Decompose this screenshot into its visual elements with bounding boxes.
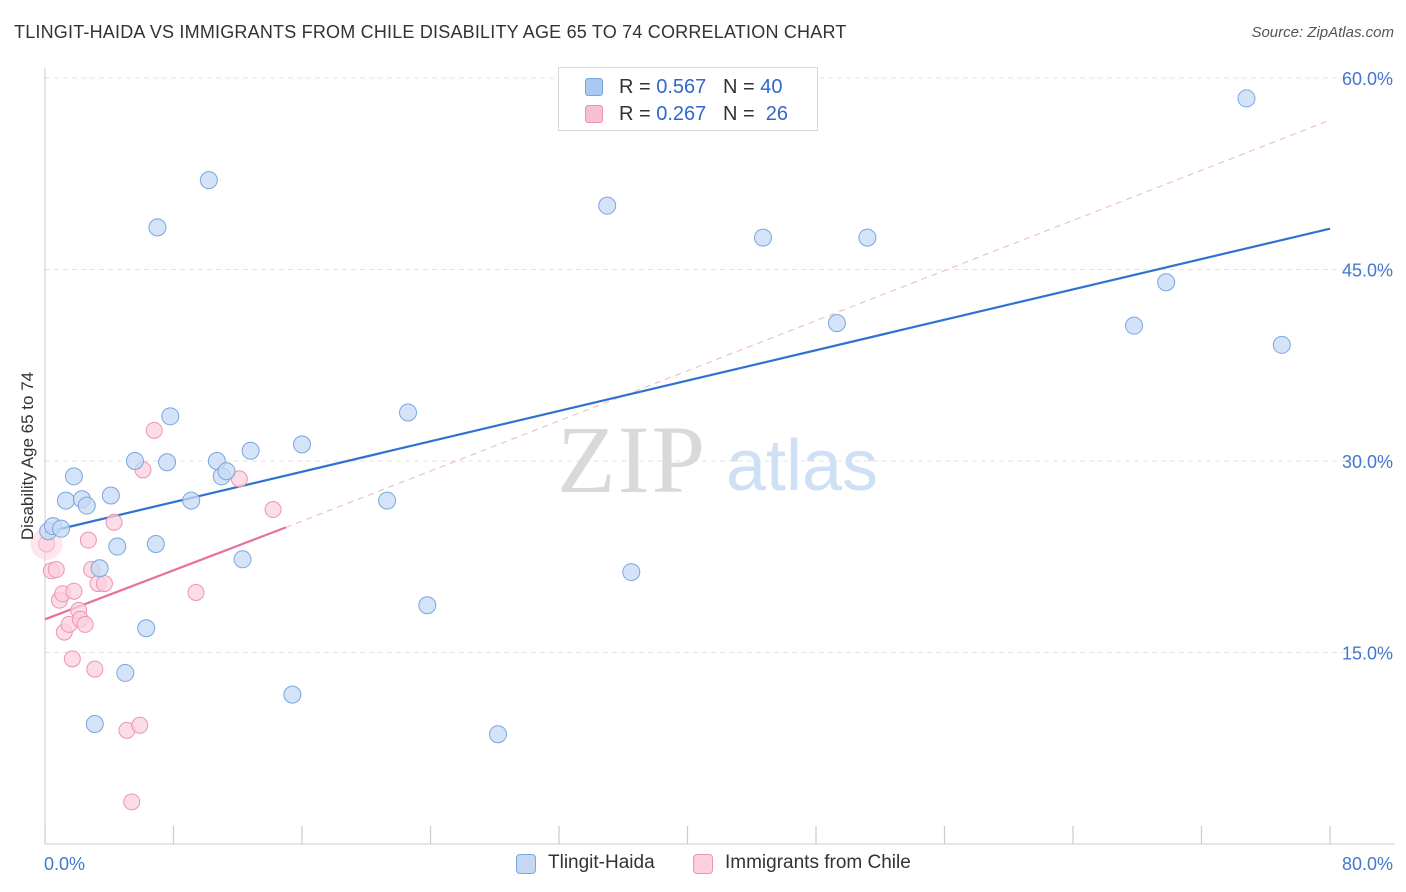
point-tlingit-haida bbox=[56, 491, 75, 510]
watermark: ZIP atlas bbox=[557, 406, 878, 513]
point-tlingit-haida bbox=[488, 725, 507, 744]
point-immigrants-from-chile bbox=[123, 793, 141, 811]
point-tlingit-haida bbox=[283, 685, 302, 704]
legend-label: Immigrants from Chile bbox=[725, 852, 911, 873]
legend-swatch-blue bbox=[516, 854, 536, 874]
point-tlingit-haida bbox=[52, 519, 71, 538]
y-tick-label: 60.0% bbox=[1342, 69, 1393, 89]
point-tlingit-haida bbox=[399, 403, 418, 422]
point-tlingit-haida bbox=[158, 453, 177, 472]
watermark-atlas: atlas bbox=[726, 426, 878, 506]
point-immigrants-from-chile bbox=[187, 583, 205, 601]
legend-swatch-pink bbox=[693, 854, 713, 874]
point-tlingit-haida bbox=[1272, 335, 1291, 354]
axes bbox=[44, 68, 1395, 845]
point-immigrants-from-chile bbox=[105, 513, 123, 531]
r-label: R = bbox=[619, 76, 657, 98]
point-tlingit-haida bbox=[858, 228, 877, 247]
point-tlingit-haida bbox=[116, 663, 135, 682]
tick-labels: 15.0% 30.0% 45.0% 60.0% 0.0% 80.0% bbox=[44, 69, 1393, 874]
point-tlingit-haida bbox=[598, 196, 617, 215]
legend-label: Tlingit-Haida bbox=[548, 852, 655, 873]
source-label: Source: ZipAtlas.com bbox=[1251, 24, 1394, 41]
point-immigrants-from-chile bbox=[145, 421, 163, 439]
series-legend: Tlingit-Haida Immigrants from Chile bbox=[0, 852, 1406, 876]
point-tlingit-haida bbox=[241, 441, 260, 460]
data-points bbox=[30, 89, 1291, 811]
point-immigrants-from-chile bbox=[131, 716, 149, 734]
r-value: 0.267 bbox=[656, 103, 707, 125]
point-immigrants-from-chile bbox=[95, 575, 113, 593]
point-tlingit-haida bbox=[148, 218, 167, 237]
n-value: 40 bbox=[760, 76, 783, 98]
n-label: N = bbox=[722, 76, 761, 98]
point-tlingit-haida bbox=[146, 534, 165, 553]
point-immigrants-from-chile bbox=[65, 582, 83, 600]
point-immigrants-from-chile bbox=[76, 615, 94, 633]
watermark-zip: ZIP bbox=[557, 406, 707, 513]
point-immigrants-from-chile bbox=[230, 470, 248, 488]
trend-line-tlingit-haida bbox=[44, 227, 1331, 534]
point-tlingit-haida bbox=[182, 491, 201, 510]
y-tick-label: 45.0% bbox=[1342, 261, 1393, 281]
point-tlingit-haida bbox=[418, 596, 437, 615]
point-tlingit-haida bbox=[137, 619, 156, 638]
n-label: N = bbox=[722, 103, 761, 125]
point-immigrants-from-chile bbox=[79, 531, 97, 549]
point-tlingit-haida bbox=[85, 714, 104, 733]
point-tlingit-haida bbox=[827, 314, 846, 333]
point-immigrants-from-chile bbox=[47, 561, 65, 579]
gridlines bbox=[45, 77, 1395, 653]
point-tlingit-haida bbox=[64, 467, 83, 486]
point-tlingit-haida bbox=[293, 435, 311, 454]
r-label: R = bbox=[619, 103, 657, 125]
trend-lines bbox=[44, 119, 1331, 621]
point-tlingit-haida bbox=[199, 171, 218, 190]
point-immigrants-from-chile bbox=[86, 660, 104, 678]
point-immigrants-from-chile bbox=[264, 501, 282, 519]
trend-line-immigrants-from-chile bbox=[44, 526, 287, 621]
point-tlingit-haida bbox=[108, 537, 127, 556]
legend-swatch-pink bbox=[585, 105, 603, 123]
point-tlingit-haida bbox=[217, 462, 236, 481]
y-tick-label: 30.0% bbox=[1342, 452, 1393, 472]
point-tlingit-haida bbox=[1125, 316, 1144, 335]
legend-swatch-blue bbox=[585, 78, 603, 96]
point-tlingit-haida bbox=[622, 563, 641, 582]
chart-title: TLINGIT-HAIDA VS IMMIGRANTS FROM CHILE D… bbox=[14, 22, 847, 42]
x-tick-label: 0.0% bbox=[44, 854, 85, 874]
point-tlingit-haida bbox=[161, 407, 180, 426]
point-tlingit-haida bbox=[77, 496, 96, 515]
correlation-legend: R = 0.567 N = 40 R = 0.267 N = 26 bbox=[558, 67, 818, 131]
point-tlingit-haida bbox=[753, 228, 772, 247]
point-immigrants-from-chile bbox=[63, 650, 81, 668]
x-tick-label: 80.0% bbox=[1342, 854, 1393, 874]
point-tlingit-haida bbox=[1237, 89, 1256, 108]
y-tick-label: 15.0% bbox=[1342, 644, 1393, 664]
r-value: 0.567 bbox=[656, 76, 707, 98]
point-tlingit-haida bbox=[125, 452, 144, 470]
n-value: 26 bbox=[765, 103, 789, 125]
point-tlingit-haida bbox=[378, 491, 397, 510]
point-tlingit-haida bbox=[101, 486, 120, 505]
point-tlingit-haida bbox=[90, 559, 109, 578]
point-tlingit-haida bbox=[233, 550, 252, 569]
point-tlingit-haida bbox=[1157, 273, 1176, 292]
y-axis-label: Disability Age 65 to 74 bbox=[18, 372, 37, 540]
